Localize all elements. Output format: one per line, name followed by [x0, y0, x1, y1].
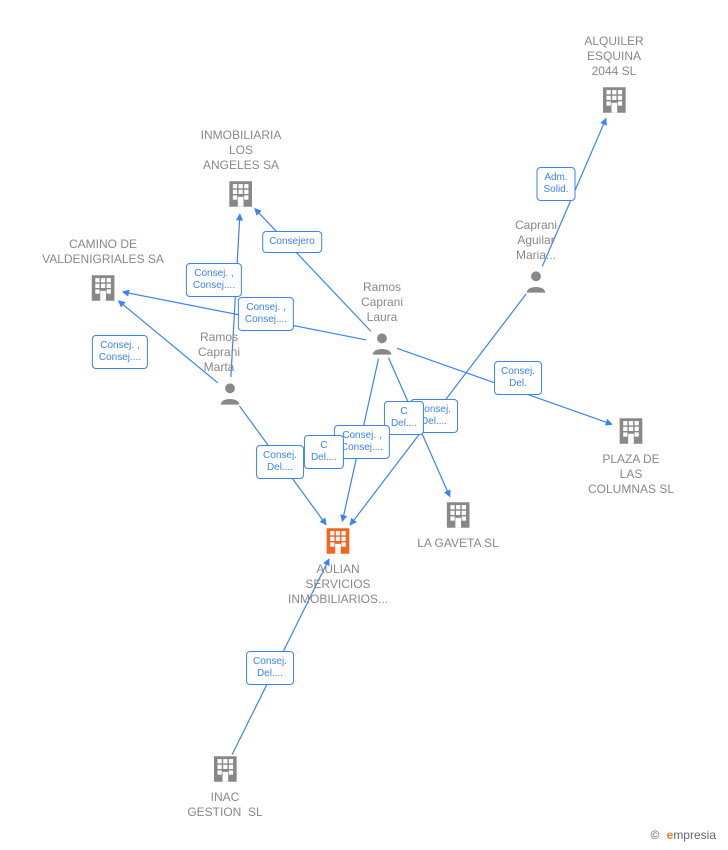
edge-labels-layer: Adm. Solid. Consej. Del.... Consejero Conse…: [0, 0, 728, 850]
edge-label: Consej. Del....: [256, 445, 304, 479]
edge-label: Adm. Solid.: [536, 167, 575, 201]
edge-label: Consej. Del....: [246, 651, 294, 685]
edge-label: C Del....: [304, 435, 344, 469]
edge-label: C Del....: [384, 401, 424, 435]
edge-label: Consej. , Consej....: [238, 297, 294, 331]
edge-label: Consejero: [262, 231, 322, 253]
edge-label: Consej. Del.: [494, 361, 542, 395]
edge-label: Consej. , Consej....: [92, 335, 148, 369]
edge-label: Consej. , Consej....: [186, 263, 242, 297]
